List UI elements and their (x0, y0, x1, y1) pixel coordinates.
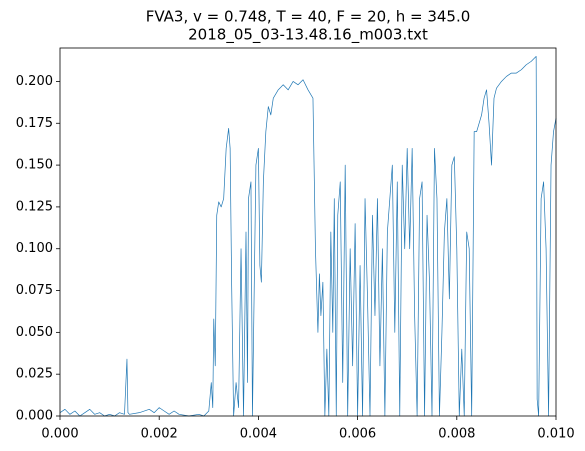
y-tick-label: 0.075 (16, 283, 53, 298)
x-tick-label: 0.008 (438, 427, 475, 442)
y-tick-label: 0.150 (16, 158, 53, 173)
x-tick-label: 0.002 (141, 427, 178, 442)
y-tick-label: 0.000 (16, 409, 53, 424)
y-tick-label: 0.175 (16, 116, 53, 131)
y-tick-label: 0.025 (16, 367, 53, 382)
data-line (59, 56, 557, 417)
y-tick-label: 0.200 (16, 74, 53, 89)
chart-title: FVA3, v = 0.748, T = 40, F = 20, h = 345… (146, 8, 471, 26)
x-tick-label: 0.006 (339, 427, 376, 442)
y-tick-label: 0.050 (16, 325, 53, 340)
x-tick-label: 0.000 (41, 427, 78, 442)
chart-subtitle: 2018_05_03-13.48.16_m003.txt (188, 26, 428, 45)
plot-frame (59, 47, 557, 417)
y-tick-label: 0.125 (16, 199, 53, 214)
x-tick-label: 0.004 (240, 427, 277, 442)
x-tick-label: 0.010 (537, 427, 574, 442)
y-tick-label: 0.100 (16, 241, 53, 256)
